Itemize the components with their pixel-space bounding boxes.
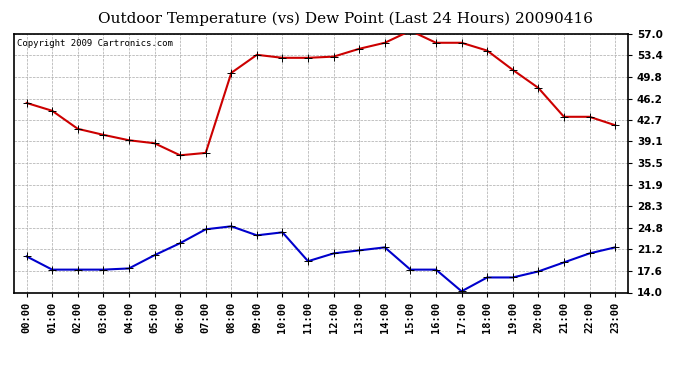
Text: Copyright 2009 Cartronics.com: Copyright 2009 Cartronics.com: [17, 39, 172, 48]
Text: Outdoor Temperature (vs) Dew Point (Last 24 Hours) 20090416: Outdoor Temperature (vs) Dew Point (Last…: [97, 11, 593, 26]
